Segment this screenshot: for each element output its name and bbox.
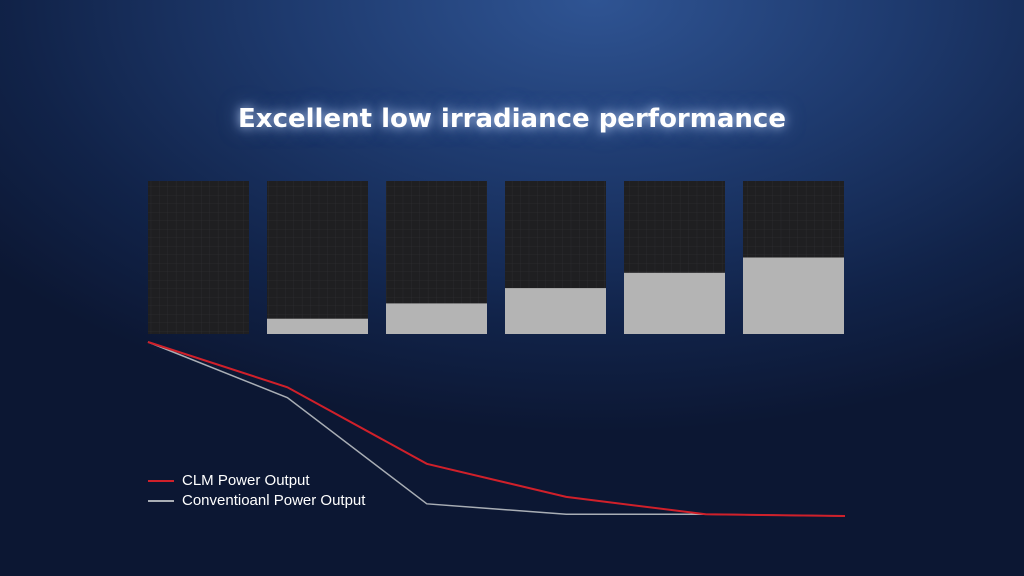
line	[147, 341, 846, 517]
legend-label: Conventioanl Power Output	[182, 492, 366, 509]
legend-swatch	[148, 499, 174, 502]
legend-item: Conventioanl Power Output	[148, 492, 365, 509]
shade	[267, 318, 368, 334]
shade	[505, 288, 606, 334]
shade	[743, 257, 844, 334]
chart-title: Excellent low irradiance performance	[238, 104, 786, 134]
shade	[386, 303, 487, 334]
legend-label: CLM Power Output	[182, 472, 310, 489]
legend-item: CLM Power Output	[148, 472, 310, 489]
solar-panel	[148, 181, 249, 334]
shade	[624, 272, 725, 334]
solar-panel	[267, 181, 368, 334]
line	[147, 341, 846, 517]
legend-swatch	[148, 479, 174, 482]
